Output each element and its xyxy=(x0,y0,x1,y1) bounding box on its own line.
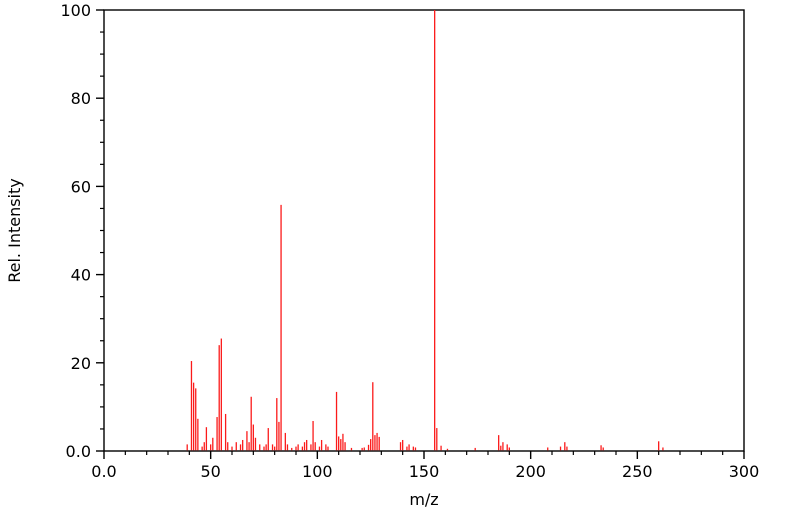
y-axis-minor-ticks xyxy=(100,31,104,430)
y-axis-tick-labels: 0.0 20 40 60 80 100 xyxy=(60,1,91,461)
y-tick-label: 20 xyxy=(71,354,91,373)
y-tick-label: 0.0 xyxy=(66,442,91,461)
y-axis-title: Rel. Intensity xyxy=(5,178,24,283)
y-tick-label: 60 xyxy=(71,177,91,196)
x-axis-major-ticks xyxy=(103,451,745,459)
x-axis-tick-labels: 0.0 50 100 150 200 250 300 xyxy=(91,462,759,481)
plot-frame-rect xyxy=(103,9,745,452)
x-axis-title: m/z xyxy=(409,490,438,509)
plot-frame xyxy=(103,9,745,452)
x-tick-label: 150 xyxy=(409,462,440,481)
x-tick-label: 100 xyxy=(302,462,333,481)
x-tick-label: 250 xyxy=(622,462,653,481)
x-tick-label: 0.0 xyxy=(91,462,116,481)
y-tick-label: 40 xyxy=(71,266,91,285)
spectrum-peaks xyxy=(186,10,664,451)
x-axis-minor-ticks xyxy=(124,451,724,455)
y-tick-label: 100 xyxy=(60,1,91,20)
x-tick-label: 50 xyxy=(200,462,220,481)
y-axis-major-ticks xyxy=(96,9,104,452)
x-tick-label: 300 xyxy=(729,462,760,481)
y-tick-label: 80 xyxy=(71,89,91,108)
x-tick-label: 200 xyxy=(515,462,546,481)
